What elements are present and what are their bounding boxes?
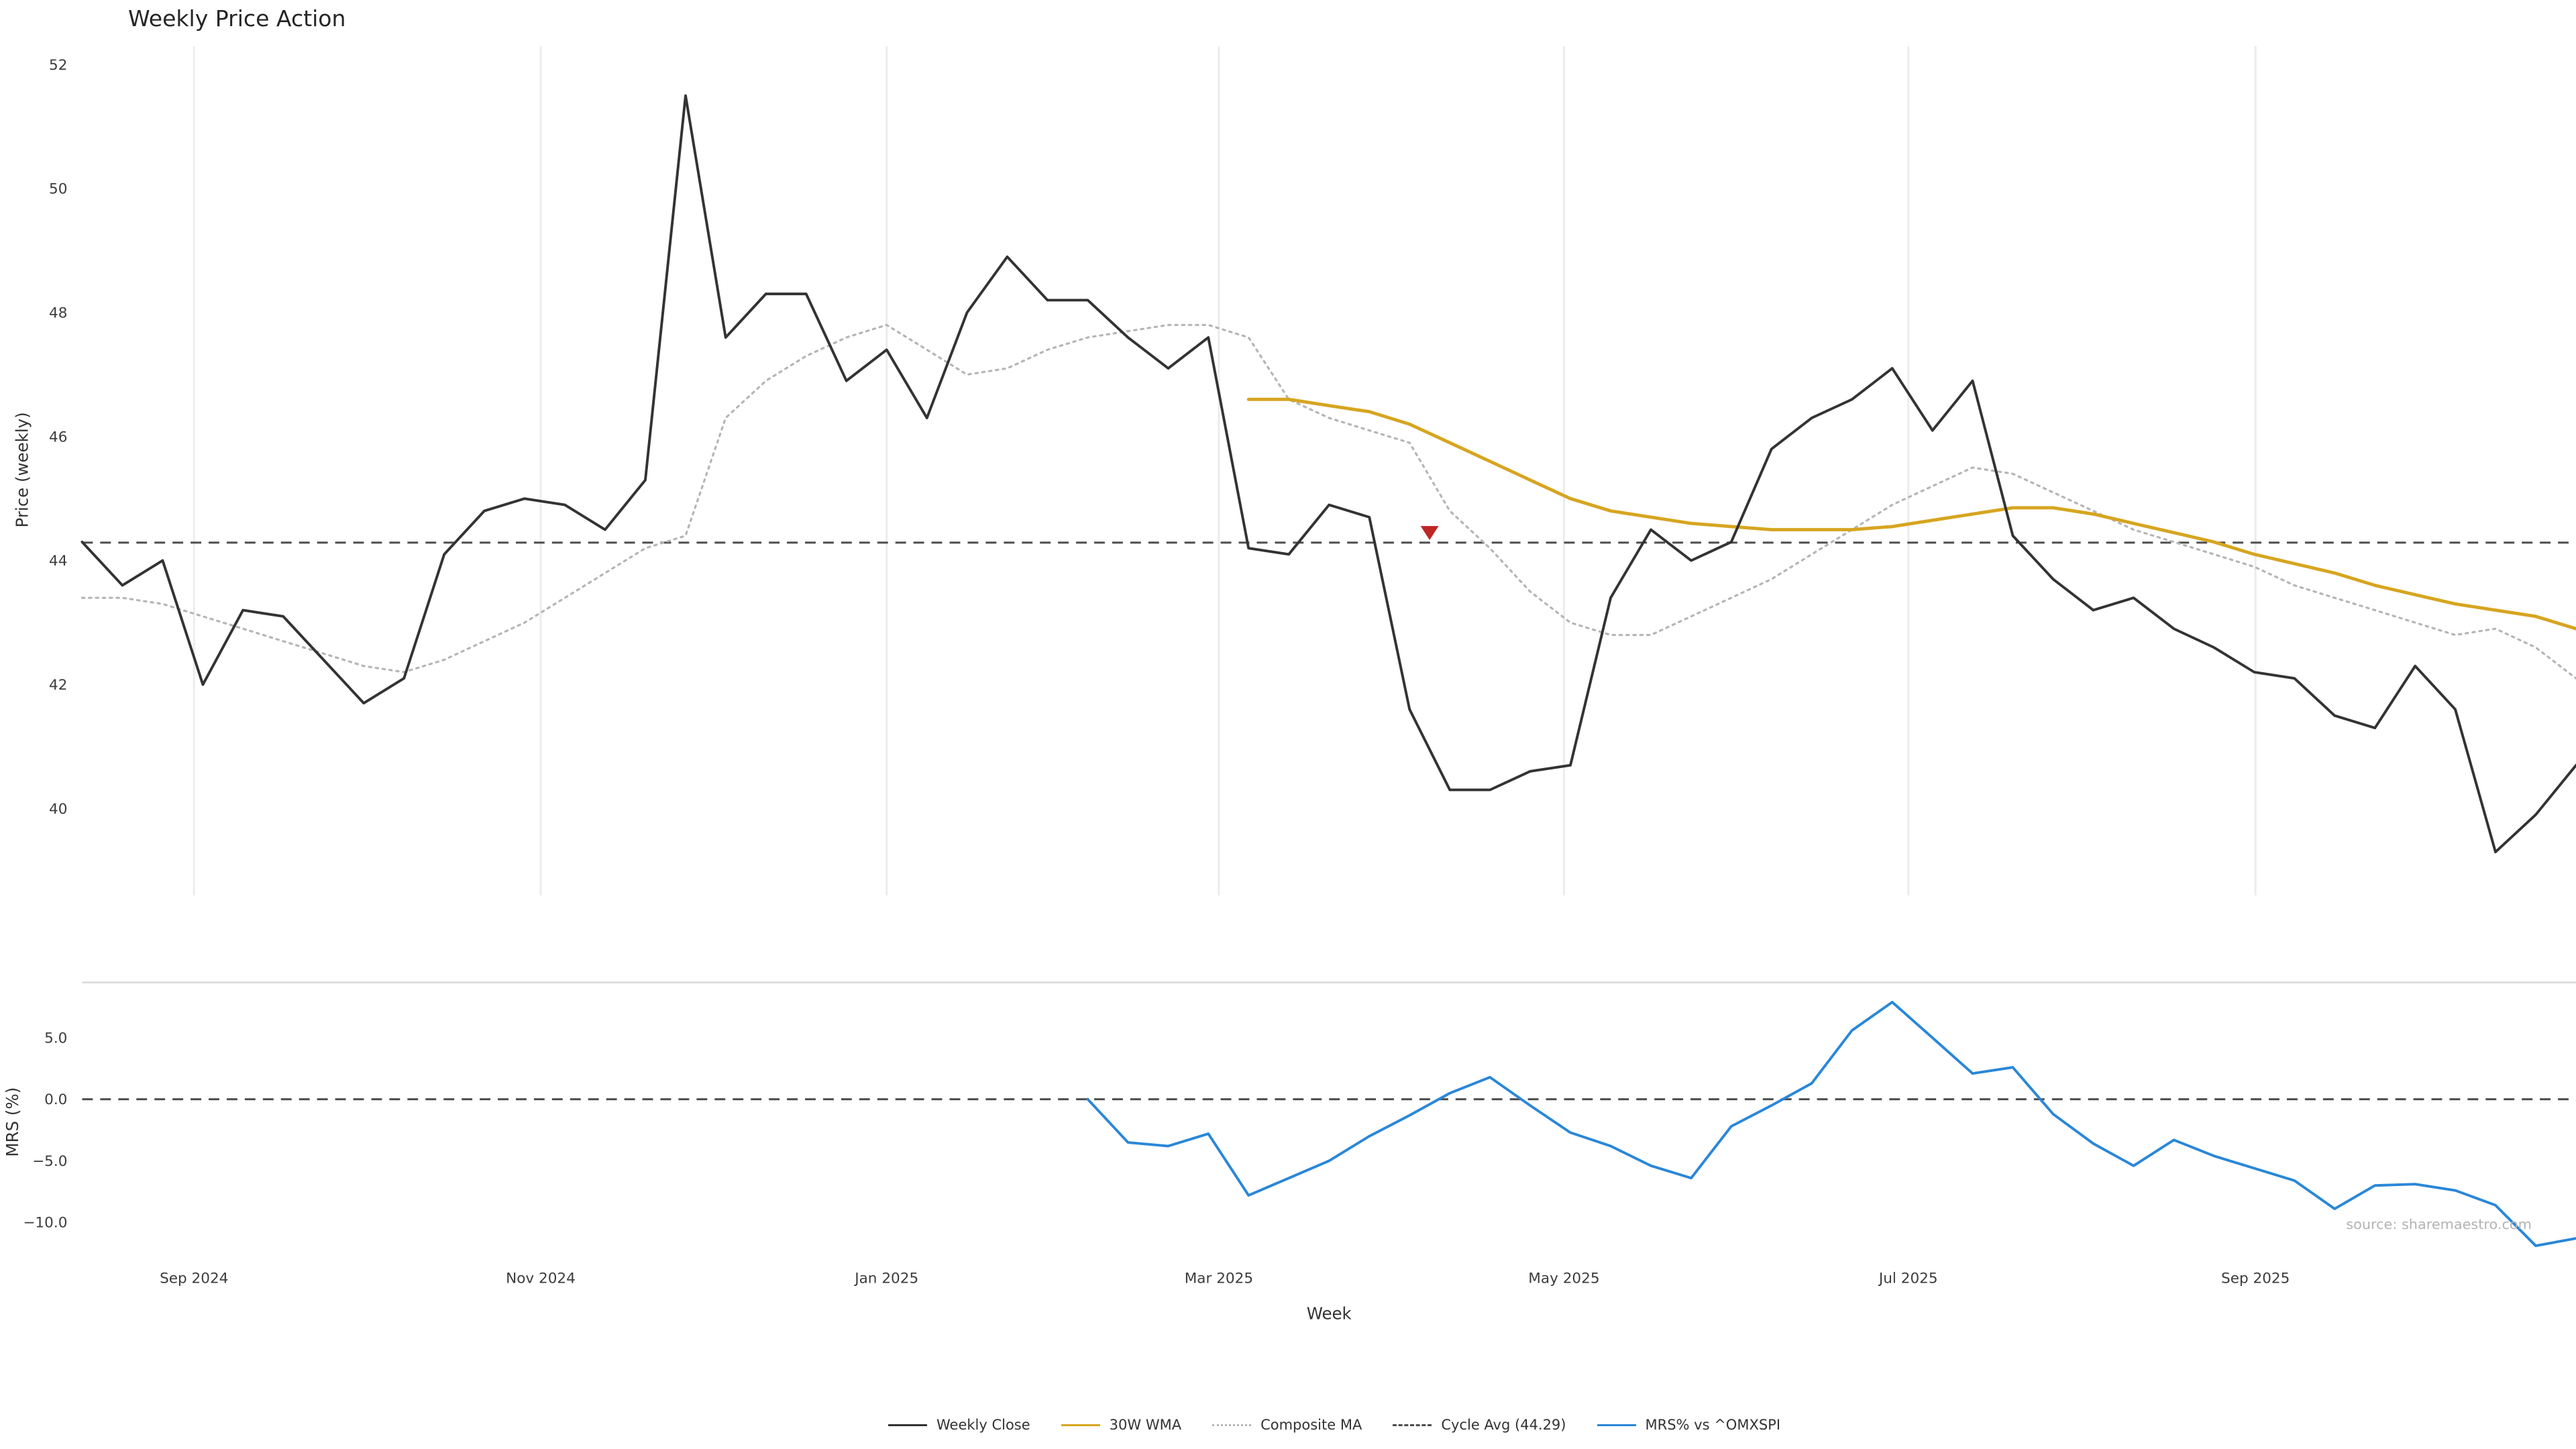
x-tick-label: Nov 2024	[506, 1271, 576, 1287]
price-ytick-label: 48	[49, 305, 67, 322]
x-tick-label: Sep 2025	[2221, 1271, 2290, 1287]
x-axis-ticks: Sep 2024 Nov 2024 Jan 2025 Mar 2025 May 2025…	[160, 1271, 2290, 1287]
chart-title: Weekly Price Action	[128, 5, 345, 32]
x-tick-label: Mar 2025	[1185, 1271, 1253, 1287]
x-tick-label: Sep 2024	[160, 1271, 228, 1287]
weekly-close-line	[80, 94, 2576, 853]
mrs-ytick-label: 0.0	[44, 1091, 67, 1108]
legend-item-weekly-close: Weekly Close	[888, 1417, 1030, 1433]
wma-line-sample-icon	[1061, 1424, 1100, 1426]
price-ytick-label: 42	[49, 677, 67, 694]
mrs-axis-label: MRS (%)	[3, 1087, 22, 1157]
legend-item-composite-ma: Composite MA	[1212, 1417, 1362, 1433]
x-tick-label: Jul 2025	[1878, 1271, 1938, 1287]
price-plot-series	[80, 94, 2576, 853]
legend-item-30w-wma: 30W WMA	[1061, 1417, 1181, 1433]
legend: Weekly Close 30W WMA Composite MA Cycle …	[888, 1417, 1780, 1433]
legend-item-mrs: MRS% vs ^OMXSPI	[1597, 1417, 1780, 1433]
sell-signal-marker-icon	[1420, 526, 1439, 540]
mrs-ytick-label: 5.0	[44, 1030, 67, 1047]
mrs-plot: −10.0 −5.0 0.0 5.0	[23, 981, 2576, 1248]
price-ytick-label: 50	[49, 181, 67, 198]
mrs-line	[1086, 1000, 2576, 1248]
cycle-avg-line-sample-icon	[1393, 1424, 1432, 1426]
weekly-close-line-sample-icon	[888, 1424, 927, 1426]
composite-ma-line-sample-icon	[1212, 1424, 1252, 1426]
mrs-line-sample-icon	[1597, 1424, 1636, 1426]
price-ytick-label: 46	[49, 429, 67, 445]
mrs-ytick-label: −5.0	[32, 1153, 67, 1170]
x-tick-label: May 2025	[1528, 1271, 1599, 1287]
source-text: source: sharemaestro.com	[2346, 1216, 2532, 1232]
legend-label: Cycle Avg (44.29)	[1441, 1417, 1566, 1433]
price-ytick-label: 44	[49, 553, 67, 570]
price-ytick-label: 40	[49, 801, 67, 818]
composite-ma-line	[80, 323, 2576, 680]
legend-label: Weekly Close	[936, 1417, 1030, 1433]
legend-label: Composite MA	[1260, 1417, 1362, 1433]
legend-label: MRS% vs ^OMXSPI	[1645, 1417, 1781, 1433]
x-tick-label: Jan 2025	[853, 1271, 918, 1287]
price-plot-grid	[82, 46, 2576, 896]
legend-label: 30W WMA	[1109, 1417, 1182, 1433]
price-ytick-label: 52	[49, 57, 67, 74]
wma-30w-line	[1246, 397, 2576, 631]
legend-item-cycle-avg: Cycle Avg (44.29)	[1393, 1417, 1566, 1433]
price-plot-yticks: 40 42 44 46 48 50 52	[49, 57, 67, 818]
mrs-ytick-label: −10.0	[23, 1215, 67, 1232]
week-axis-label: Week	[1307, 1304, 1352, 1324]
price-axis-label: Price (weekly)	[13, 412, 32, 527]
